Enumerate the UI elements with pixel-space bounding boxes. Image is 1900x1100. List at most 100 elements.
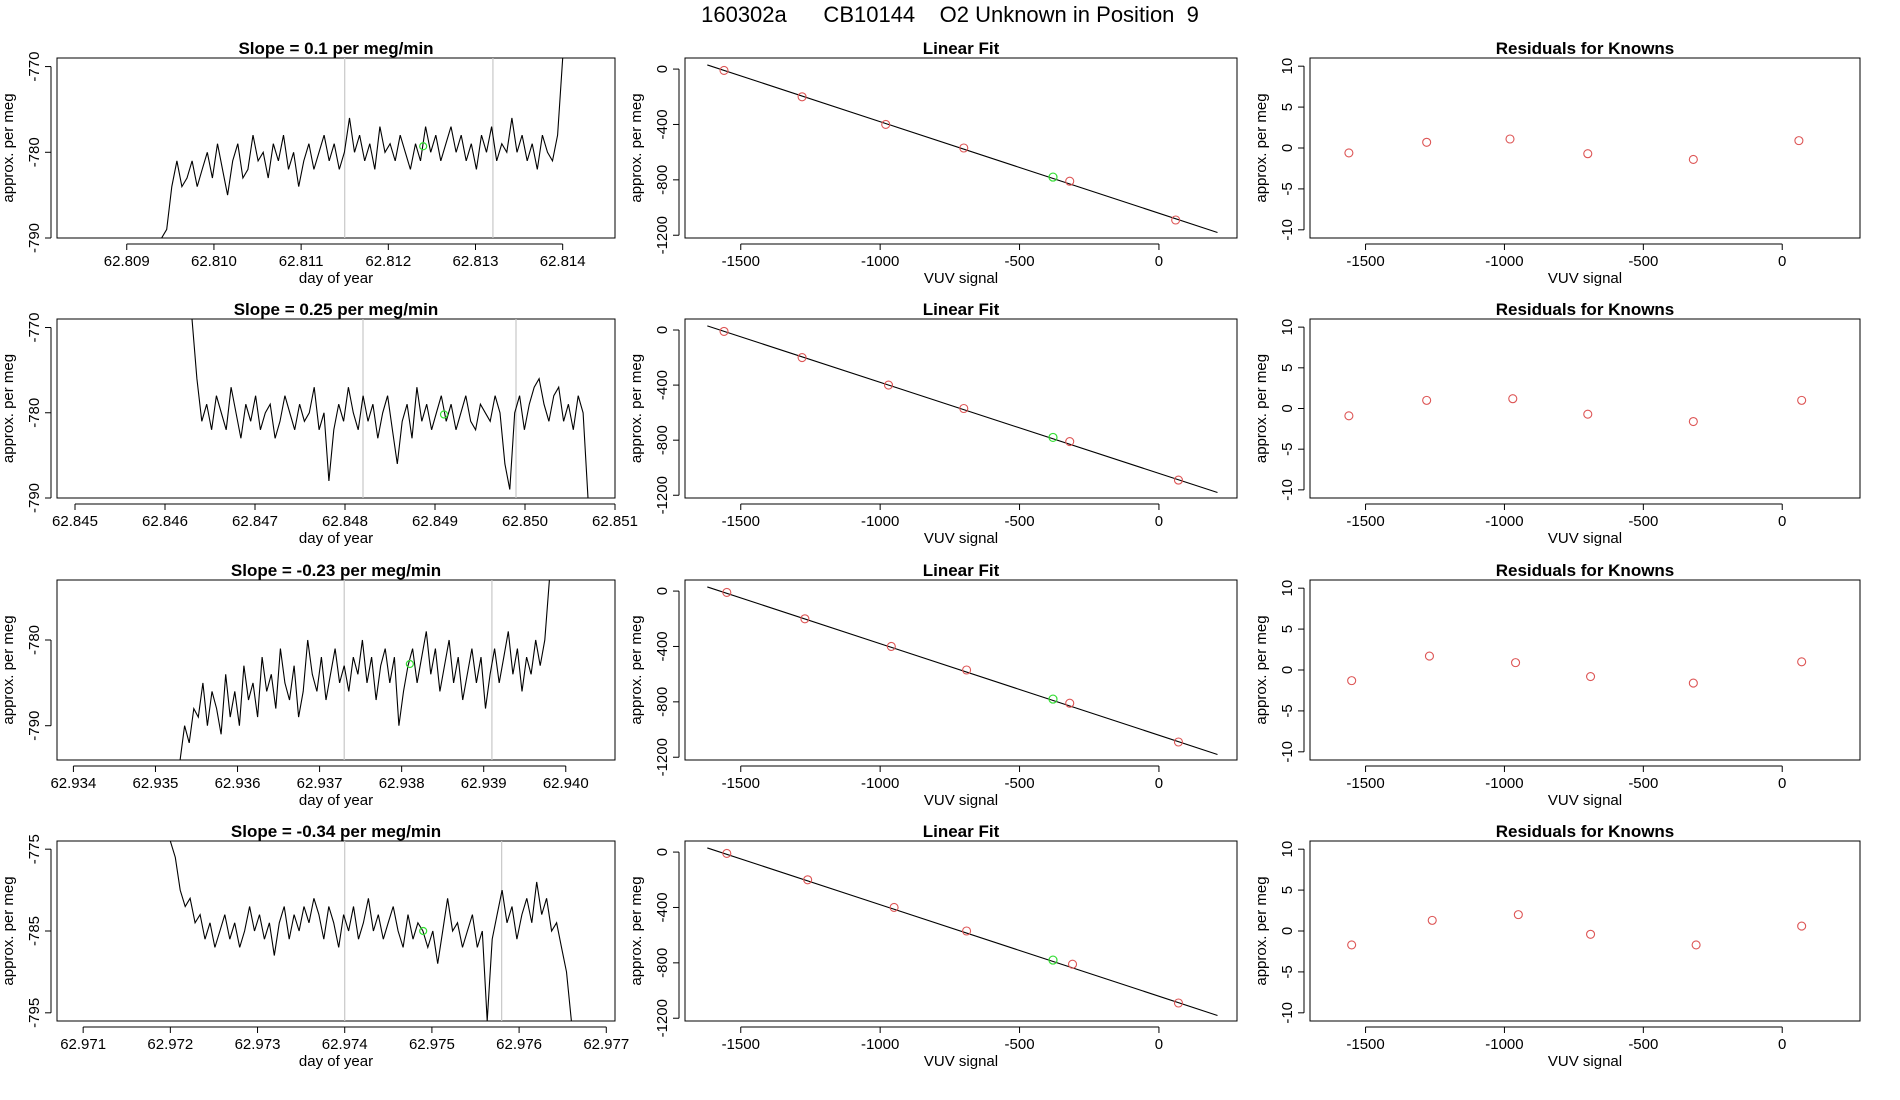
plot-area: [707, 325, 1218, 494]
x-tick-label: 62.940: [543, 775, 589, 792]
plot-frame: [56, 840, 616, 1022]
panel-4-3: Residuals for Knowns -1500 -1000 -500 0 VUV s…: [1253, 822, 1861, 1070]
y-tick-label: -780: [26, 398, 43, 428]
x-tick-label: 62.972: [147, 1036, 193, 1053]
plot-frame: [684, 579, 1238, 761]
y-tick-label: -1200: [654, 216, 671, 254]
x-tick-label: -500: [1005, 1036, 1035, 1053]
x-tick-label: 62.975: [409, 1036, 455, 1053]
plot-frame: [684, 840, 1238, 1022]
fit-line: [707, 325, 1218, 494]
panel-4-1: Slope = -0.34 per meg/min 62.971 62.972 62.…: [0, 822, 629, 1070]
y-tick-label: -10: [1279, 219, 1296, 241]
x-tick-label: 0: [1778, 253, 1786, 270]
y-tick-label: 10: [1279, 580, 1296, 597]
known-point: [1688, 416, 1698, 427]
x-tick-label: -1500: [1346, 513, 1384, 530]
x-tick-label: 62.810: [191, 253, 237, 270]
panel-title: Slope = -0.23 per meg/min: [231, 561, 441, 580]
x-tick-label: 62.849: [412, 513, 458, 530]
x-axis-label: day of year: [299, 1053, 373, 1070]
y-tick-label: 0: [1279, 404, 1296, 412]
y-tick-label: 5: [1279, 364, 1296, 372]
x-tick-label: 0: [1155, 513, 1163, 530]
plot-frame: [684, 57, 1238, 239]
x-tick-label: -500: [1628, 775, 1658, 792]
x-tick-label: -1000: [1485, 1036, 1523, 1053]
y-axis-label: approx. per meg: [1253, 615, 1270, 724]
y-tick-label: 0: [1279, 927, 1296, 935]
panel-3-2: Linear Fit -1500 -1000 -500 0 VUV signal 0 -400…: [628, 561, 1238, 809]
plot-area: [1347, 910, 1807, 950]
x-tick-label: 0: [1778, 513, 1786, 530]
plot-frame: [1309, 318, 1861, 499]
y-tick-label: -800: [654, 425, 671, 455]
known-point: [1505, 134, 1515, 144]
unknown-point: [1048, 432, 1058, 443]
panel-2-1: Slope = 0.25 per meg/min 62.845 62.846 62.8…: [0, 300, 638, 547]
panel-title: Slope = 0.25 per meg/min: [234, 300, 439, 319]
known-point: [722, 848, 732, 859]
y-tick-label: -790: [26, 483, 43, 513]
y-tick-label: -1200: [654, 476, 671, 514]
panel-title: Slope = -0.34 per meg/min: [231, 822, 441, 841]
x-tick-label: 0: [1155, 775, 1163, 792]
y-tick-label: 5: [1279, 625, 1296, 633]
x-axis-label: VUV signal: [1548, 1053, 1622, 1070]
known-point: [889, 902, 899, 913]
x-tick-label: 62.809: [104, 253, 150, 270]
known-point: [1586, 671, 1596, 682]
x-tick-label: -500: [1628, 1036, 1658, 1053]
x-tick-label: 62.937: [297, 775, 343, 792]
x-axis-label: VUV signal: [1548, 530, 1622, 547]
plot-area: [179, 580, 550, 760]
trace-line: [191, 319, 589, 498]
y-axis-label: approx. per meg: [628, 354, 645, 463]
x-tick-label: 62.814: [540, 253, 586, 270]
y-axis-label: approx. per meg: [0, 876, 17, 985]
plot-frame: [1309, 840, 1861, 1022]
plot-frame: [1309, 579, 1861, 761]
known-point: [1586, 929, 1596, 939]
x-tick-label: 62.846: [142, 513, 188, 530]
unknown-marker: [439, 410, 449, 419]
x-tick-label: 0: [1778, 775, 1786, 792]
x-tick-label: -500: [1005, 775, 1035, 792]
x-tick-label: -500: [1628, 513, 1658, 530]
known-point: [803, 875, 813, 885]
unknown-marker: [419, 142, 428, 151]
y-axis-label: approx. per meg: [628, 615, 645, 724]
x-tick-label: 62.847: [232, 513, 278, 530]
known-point: [1797, 395, 1807, 405]
known-point: [1511, 658, 1521, 668]
unknown-point: [1048, 694, 1058, 704]
x-tick-label: 62.845: [52, 513, 98, 530]
y-axis-label: approx. per meg: [628, 93, 645, 202]
x-tick-label: -500: [1005, 253, 1035, 270]
panel-1-2: Linear Fit -1500 -1000 -500 0 VUV signal 0 -400…: [628, 39, 1238, 287]
x-tick-label: -500: [1005, 513, 1035, 530]
y-axis-label: approx. per meg: [0, 93, 17, 202]
known-point: [1347, 676, 1357, 686]
x-tick-label: 62.812: [365, 253, 411, 270]
unknown-point: [1048, 955, 1058, 965]
y-axis-label: approx. per meg: [1253, 354, 1270, 463]
x-axis-label: day of year: [299, 270, 373, 287]
plot-area: [1347, 651, 1807, 688]
x-tick-label: 0: [1778, 1036, 1786, 1053]
x-tick-label: -1500: [1346, 253, 1384, 270]
y-tick-label: -800: [654, 687, 671, 717]
x-tick-label: -1000: [861, 1036, 899, 1053]
known-point: [1173, 475, 1184, 485]
y-tick-label: -5: [1279, 182, 1296, 195]
y-tick-label: 10: [1279, 841, 1296, 858]
known-point: [1424, 651, 1434, 661]
y-axis-label: approx. per meg: [0, 615, 17, 724]
x-tick-label: 62.973: [235, 1036, 281, 1053]
trace-line: [179, 580, 550, 760]
x-tick-label: 62.934: [50, 775, 96, 792]
y-tick-label: -800: [654, 948, 671, 978]
x-axis-label: VUV signal: [924, 1053, 998, 1070]
x-tick-label: -1000: [861, 253, 899, 270]
